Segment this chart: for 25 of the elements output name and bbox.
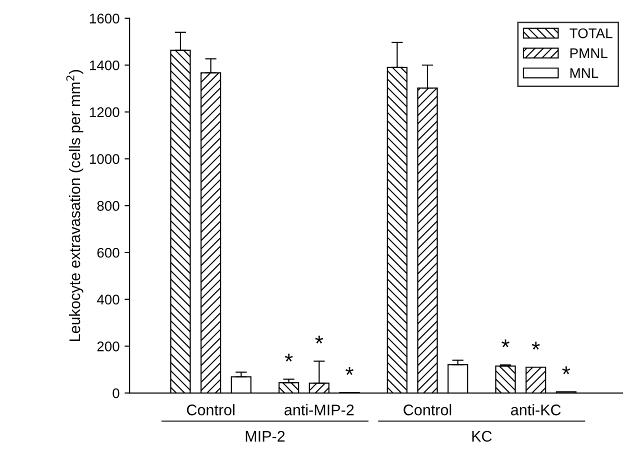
annotation: *: [532, 342, 540, 350]
y-tick-label: 400: [96, 294, 120, 305]
x-tick-label: Control: [186, 404, 234, 416]
y-tick-label: 800: [97, 200, 120, 211]
x-tick-label: anti-MIP-2: [284, 404, 354, 416]
y-axis-title: Leukocyte extravasation (cells per mm$^{2}$): [66, 70, 84, 341]
y-tick-label: 200: [97, 342, 120, 352]
annotation: *: [502, 339, 510, 348]
y-tick-label: 1400: [90, 60, 120, 70]
annotation: *: [315, 336, 324, 344]
legend-label: PMNL: [570, 48, 608, 58]
y-tick-label: 0: [112, 388, 120, 398]
legend-label: MNL: [570, 68, 598, 78]
legend-label: TOTAL: [570, 28, 612, 38]
annotation: *: [562, 366, 570, 374]
annotation: *: [284, 354, 293, 362]
annotation: *: [346, 367, 354, 375]
y-tick-label: 1600: [90, 14, 120, 24]
x-tick-label: Control: [404, 404, 452, 416]
y-tick-label: 600: [97, 248, 120, 258]
y-tick-label: 1000: [90, 154, 120, 164]
x-tick-label: anti-KC: [511, 404, 561, 416]
text: KC: [472, 430, 492, 442]
text: MIP-2: [246, 430, 285, 442]
y-tick-label: 1200: [90, 107, 120, 118]
